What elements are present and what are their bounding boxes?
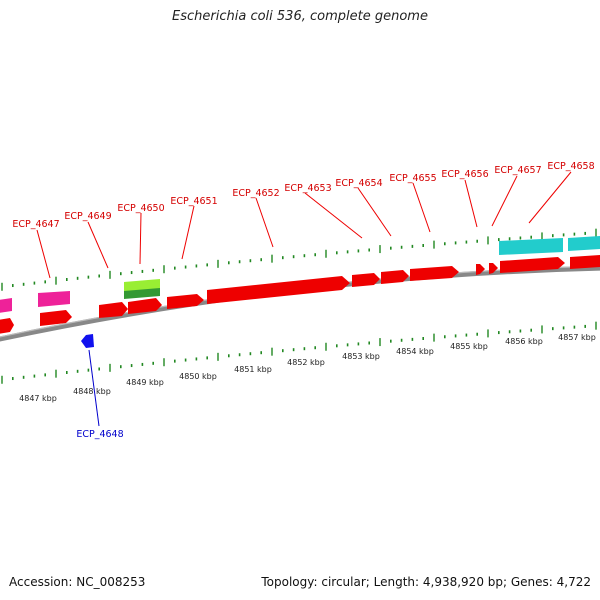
gene-ecp4647-cds[interactable] bbox=[40, 310, 72, 326]
leader-ecp4647 bbox=[36, 229, 51, 279]
leader-ecp4652 bbox=[255, 197, 274, 248]
gene-ecp4646-feature[interactable] bbox=[0, 298, 12, 313]
kbp-label: 4855 kbp bbox=[450, 342, 488, 351]
leader-ecp4656 bbox=[464, 179, 478, 228]
gene-label-ecp4650[interactable]: ECP_4650 bbox=[117, 203, 164, 214]
gene-ecp4646-cds[interactable] bbox=[0, 318, 14, 334]
gene-label-ecp4651[interactable]: ECP_4651 bbox=[170, 196, 217, 207]
gene-ecp4657-cds[interactable] bbox=[500, 257, 565, 273]
kbp-label: 4849 kbp bbox=[126, 378, 164, 387]
kbp-label: 4852 kbp bbox=[287, 358, 325, 367]
gene-label-ecp4658[interactable]: ECP_4658 bbox=[547, 161, 594, 172]
gene-ecp4650-cds[interactable] bbox=[128, 298, 162, 314]
leader-ecp4650 bbox=[139, 212, 142, 265]
upper-tick-row bbox=[1, 228, 597, 291]
gene-label-ecp4655[interactable]: ECP_4655 bbox=[389, 173, 436, 184]
gene-ecp4647-feature[interactable] bbox=[38, 291, 70, 307]
genome-backbone bbox=[0, 265, 600, 342]
kbp-labels: 4847 kbp 4848 kbp 4849 kbp 4850 kbp 4851… bbox=[19, 333, 596, 403]
kbp-label: 4854 kbp bbox=[396, 347, 434, 356]
kbp-label: 4847 kbp bbox=[19, 394, 57, 403]
gene-label-ecp4648[interactable]: ECP_4648 bbox=[76, 429, 123, 440]
genome-summary-text: Topology: circular; Length: 4,938,920 bp… bbox=[261, 575, 591, 589]
kbp-label: 4853 kbp bbox=[342, 352, 380, 361]
gene-ecp4656-cds-a[interactable] bbox=[476, 264, 485, 275]
leader-ecp4657 bbox=[491, 175, 518, 227]
gene-label-ecp4654[interactable]: ECP_4654 bbox=[335, 178, 382, 189]
leader-ecp4649 bbox=[87, 221, 109, 269]
leader-ecp4654 bbox=[357, 187, 392, 237]
gene-labels: ECP_4647 ECP_4649 ECP_4650 ECP_4651 ECP_… bbox=[12, 161, 594, 440]
gene-ecp4655-cds[interactable] bbox=[410, 266, 459, 281]
gene-label-ecp4653[interactable]: ECP_4653 bbox=[284, 183, 331, 194]
accession-text: Accession: NC_008253 bbox=[9, 575, 146, 589]
label-leader-lines bbox=[36, 171, 572, 279]
gene-label-ecp4657[interactable]: ECP_4657 bbox=[494, 165, 541, 176]
gene-ecp4654-cds[interactable] bbox=[381, 270, 409, 284]
kbp-label: 4857 kbp bbox=[558, 333, 596, 342]
leader-ecp4655 bbox=[412, 182, 431, 233]
gene-label-ecp4649[interactable]: ECP_4649 bbox=[64, 211, 111, 222]
gene-ecp4653-cds[interactable] bbox=[352, 273, 380, 287]
gene-label-ecp4647[interactable]: ECP_4647 bbox=[12, 219, 59, 230]
map-title: Escherichia coli 536, complete genome bbox=[172, 9, 428, 24]
gene-ecp4657-feature[interactable] bbox=[499, 238, 563, 255]
gene-ecp4648-feature[interactable] bbox=[81, 334, 94, 348]
leader-ecp4651 bbox=[181, 205, 195, 260]
gene-ecp4658-cds[interactable] bbox=[570, 255, 600, 269]
kbp-label: 4848 kbp bbox=[73, 387, 111, 396]
leader-ecp4648 bbox=[88, 349, 100, 427]
gene-label-ecp4652[interactable]: ECP_4652 bbox=[232, 188, 279, 199]
gene-ecp4651-cds[interactable] bbox=[167, 294, 204, 309]
lower-tick-row bbox=[1, 321, 597, 384]
kbp-label: 4856 kbp bbox=[505, 337, 543, 346]
gene-ecp4652-cds[interactable] bbox=[207, 276, 350, 304]
gene-ecp4656-cds-b[interactable] bbox=[489, 263, 498, 274]
kbp-label: 4851 kbp bbox=[234, 365, 272, 374]
leader-ecp4658 bbox=[528, 171, 572, 224]
gene-label-ecp4656[interactable]: ECP_4656 bbox=[441, 169, 488, 180]
gene-ecp4650-feature-dark[interactable] bbox=[124, 288, 160, 299]
gene-ecp4658-feature[interactable] bbox=[568, 236, 600, 251]
kbp-label: 4850 kbp bbox=[179, 372, 217, 381]
gene-ecp4649-cds[interactable] bbox=[99, 302, 128, 318]
genome-backbone-highlight bbox=[0, 265, 600, 338]
feature-track-outer bbox=[0, 236, 600, 313]
feature-track-cds bbox=[0, 255, 600, 334]
leader-ecp4653 bbox=[304, 192, 363, 239]
